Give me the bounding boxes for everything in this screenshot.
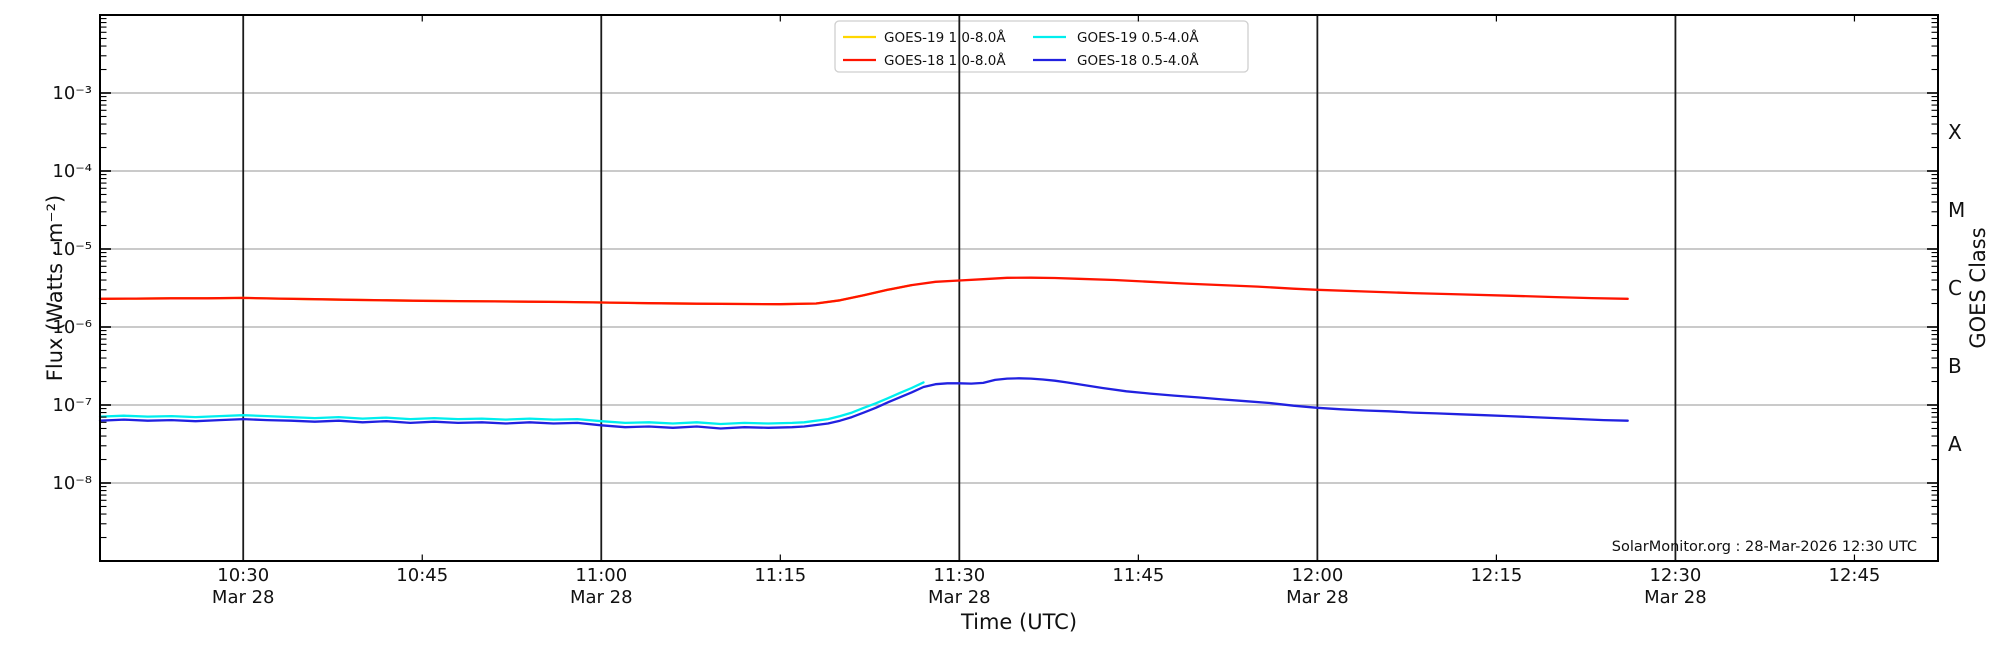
flux-curve-goes-18-0-5-4-0- [98, 377, 1629, 430]
flux-curves [98, 276, 1629, 430]
x-tick-label: 12:45 [1829, 565, 1881, 586]
x-axis-title: Time (UTC) [960, 610, 1077, 634]
x-tick-date-label: Mar 28 [1644, 587, 1707, 608]
legend-label-goes19-short: GOES-19 0.5-4.0Å [1077, 29, 1199, 46]
flux-curve-goes-19-0-5-4-0- [98, 381, 925, 426]
goes-class-label-c: C [1948, 276, 1962, 300]
x-tick-date-label: Mar 28 [570, 587, 633, 608]
y-tick-label: 10⁻³ [52, 83, 92, 104]
y-axis-title: Flux (Watts · m⁻²) [43, 195, 67, 381]
goes-class-label-m: M [1948, 198, 1965, 222]
x-tick-label: 10:45 [396, 565, 448, 586]
flux-curve-goes-18-1-0-8-0- [98, 276, 1629, 306]
y-tick-label: 10⁻⁸ [52, 473, 92, 494]
x-tick-label: 12:00 [1291, 565, 1343, 586]
x-tick-label: 11:30 [933, 565, 985, 586]
gridlines [100, 15, 1938, 561]
y-tick-label: 10⁻⁵ [52, 239, 92, 260]
goes-class-label-b: B [1948, 354, 1962, 378]
goes-class-label-x: X [1948, 120, 1962, 144]
plot-border [99, 14, 1939, 562]
x-tick-date-label: Mar 28 [928, 587, 991, 608]
y-tick-label: 10⁻⁷ [52, 395, 92, 416]
x-tick-date-label: Mar 28 [1286, 587, 1349, 608]
x-tick-label: 12:30 [1649, 565, 1701, 586]
x-tick-label: 12:15 [1470, 565, 1522, 586]
y-tick-label: 10⁻⁶ [52, 317, 92, 338]
x-tick-label: 10:30 [217, 565, 269, 586]
x-tick-label: 11:15 [754, 565, 806, 586]
legend-box [834, 20, 1249, 73]
x-tick-date-label: Mar 28 [212, 587, 275, 608]
legend-label-goes18-short: GOES-18 0.5-4.0Å [1077, 52, 1199, 69]
x-tick-label: 11:00 [575, 565, 627, 586]
legend-label-goes19-long: GOES-19 1.0-8.0Å [884, 29, 1006, 46]
right-axis-title: GOES Class [1966, 227, 1990, 348]
x-tick-label: 11:45 [1112, 565, 1164, 586]
goes-class-label-a: A [1948, 432, 1962, 456]
watermark-text: SolarMonitor.org : 28-Mar-2026 12:30 UTC [1612, 539, 1917, 555]
legend-label-goes18-long: GOES-18 1.0-8.0Å [884, 52, 1006, 69]
legend: GOES-19 1.0-8.0Å GOES-18 1.0-8.0Å GOES-1… [834, 20, 1249, 73]
y-tick-label: 10⁻⁴ [52, 161, 92, 182]
